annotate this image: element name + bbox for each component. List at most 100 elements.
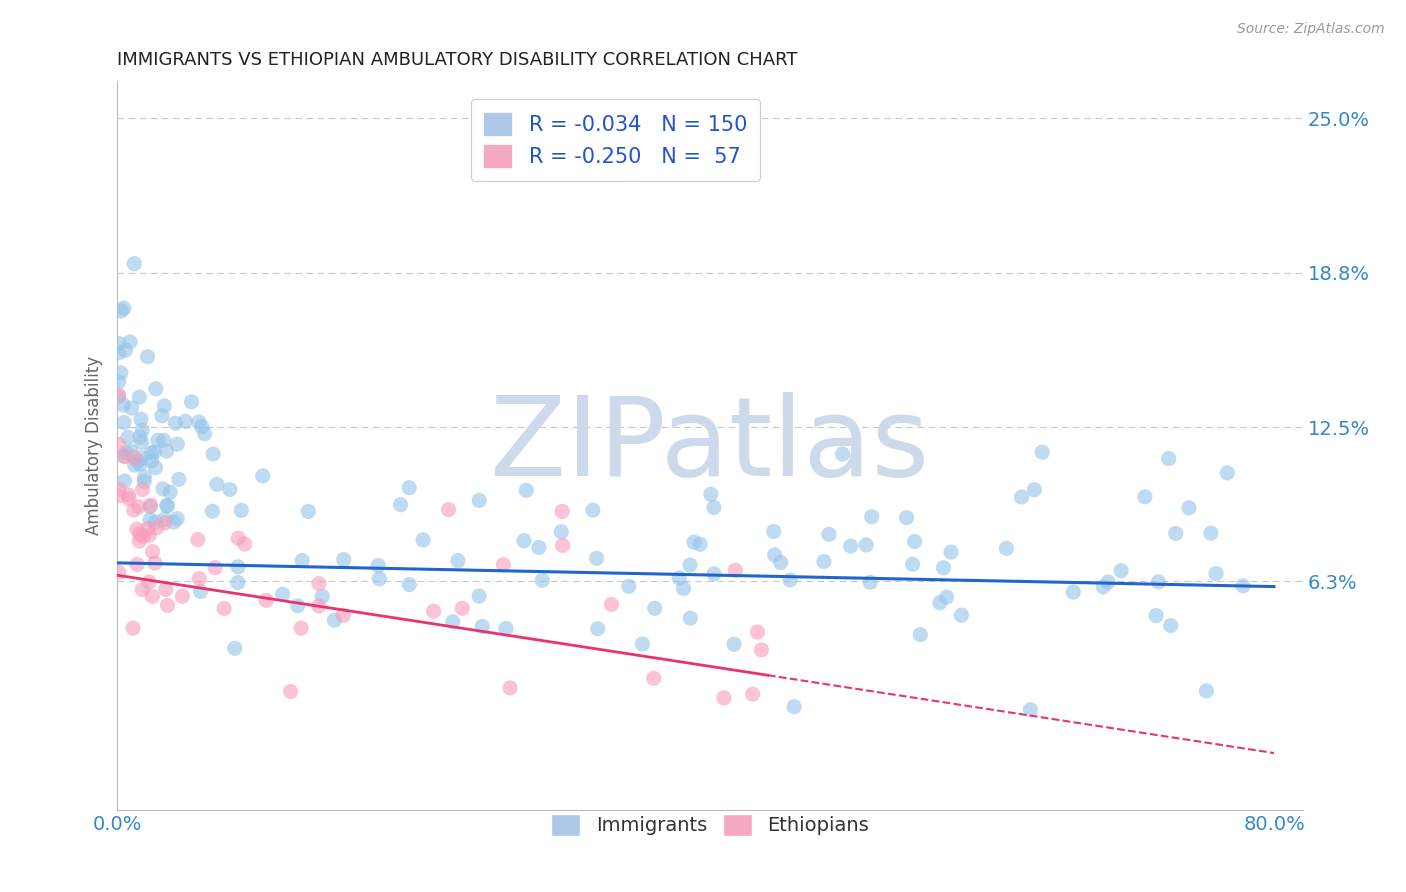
Point bbox=[129, 430, 152, 444]
Point bbox=[679, 611, 702, 625]
Point bbox=[550, 524, 572, 539]
Point bbox=[1062, 585, 1084, 599]
Point bbox=[107, 346, 129, 360]
Point bbox=[672, 582, 695, 596]
Point bbox=[271, 587, 294, 601]
Point bbox=[928, 596, 950, 610]
Point bbox=[813, 554, 835, 568]
Point bbox=[187, 533, 209, 547]
Point bbox=[139, 500, 162, 514]
Point bbox=[551, 504, 574, 518]
Point bbox=[233, 537, 256, 551]
Point bbox=[308, 599, 330, 613]
Point bbox=[124, 450, 146, 465]
Point bbox=[1232, 579, 1254, 593]
Y-axis label: Ambulatory Disability: Ambulatory Disability bbox=[86, 356, 103, 535]
Point bbox=[155, 582, 177, 597]
Point bbox=[860, 509, 883, 524]
Point bbox=[166, 511, 188, 525]
Point bbox=[741, 687, 763, 701]
Point bbox=[129, 412, 152, 426]
Point bbox=[1144, 608, 1167, 623]
Point bbox=[531, 573, 554, 587]
Point bbox=[468, 493, 491, 508]
Point bbox=[156, 599, 179, 613]
Point bbox=[859, 575, 882, 590]
Point bbox=[308, 576, 330, 591]
Point bbox=[910, 627, 932, 641]
Point bbox=[153, 516, 176, 530]
Point bbox=[297, 504, 319, 518]
Point bbox=[115, 445, 138, 459]
Point bbox=[107, 437, 129, 451]
Point bbox=[224, 641, 246, 656]
Point bbox=[582, 503, 605, 517]
Point bbox=[723, 637, 745, 651]
Point bbox=[138, 575, 160, 590]
Point bbox=[108, 482, 131, 496]
Point bbox=[145, 521, 167, 535]
Point bbox=[153, 399, 176, 413]
Point bbox=[159, 485, 181, 500]
Point bbox=[1097, 575, 1119, 590]
Point bbox=[252, 468, 274, 483]
Point bbox=[167, 472, 190, 486]
Point bbox=[145, 460, 167, 475]
Point bbox=[447, 554, 470, 568]
Point bbox=[218, 483, 240, 497]
Text: ZIPatlas: ZIPatlas bbox=[491, 392, 929, 500]
Point bbox=[703, 566, 725, 581]
Point bbox=[136, 522, 159, 536]
Point bbox=[180, 394, 202, 409]
Point bbox=[1216, 466, 1239, 480]
Point bbox=[437, 502, 460, 516]
Legend: Immigrants, Ethiopians: Immigrants, Ethiopians bbox=[543, 805, 877, 844]
Point bbox=[231, 503, 253, 517]
Point bbox=[204, 560, 226, 574]
Point bbox=[112, 416, 135, 430]
Point bbox=[112, 449, 135, 463]
Point bbox=[142, 544, 165, 558]
Point bbox=[831, 447, 853, 461]
Point bbox=[839, 539, 862, 553]
Point bbox=[855, 538, 877, 552]
Point bbox=[904, 534, 927, 549]
Point bbox=[939, 545, 962, 559]
Point bbox=[644, 601, 666, 615]
Point bbox=[143, 445, 166, 459]
Point bbox=[174, 414, 197, 428]
Point bbox=[145, 515, 167, 529]
Point bbox=[769, 556, 792, 570]
Point bbox=[683, 535, 706, 549]
Point bbox=[1031, 445, 1053, 459]
Point bbox=[290, 621, 312, 635]
Point bbox=[527, 541, 550, 555]
Point bbox=[165, 416, 187, 430]
Point bbox=[499, 681, 522, 695]
Point bbox=[291, 553, 314, 567]
Point bbox=[118, 491, 141, 506]
Point bbox=[188, 572, 211, 586]
Point bbox=[468, 589, 491, 603]
Point bbox=[124, 257, 146, 271]
Point bbox=[226, 559, 249, 574]
Point bbox=[779, 573, 801, 587]
Point bbox=[138, 528, 160, 542]
Point bbox=[254, 593, 277, 607]
Point bbox=[128, 534, 150, 549]
Point bbox=[172, 589, 194, 603]
Point bbox=[1157, 451, 1180, 466]
Point bbox=[935, 590, 957, 604]
Point bbox=[107, 388, 129, 402]
Point bbox=[995, 541, 1018, 556]
Point bbox=[422, 604, 444, 618]
Point bbox=[141, 454, 163, 468]
Point bbox=[700, 487, 723, 501]
Point bbox=[600, 598, 623, 612]
Point bbox=[146, 434, 169, 448]
Point bbox=[202, 447, 225, 461]
Point bbox=[1133, 490, 1156, 504]
Point bbox=[471, 619, 494, 633]
Point bbox=[150, 409, 173, 423]
Point bbox=[367, 558, 389, 573]
